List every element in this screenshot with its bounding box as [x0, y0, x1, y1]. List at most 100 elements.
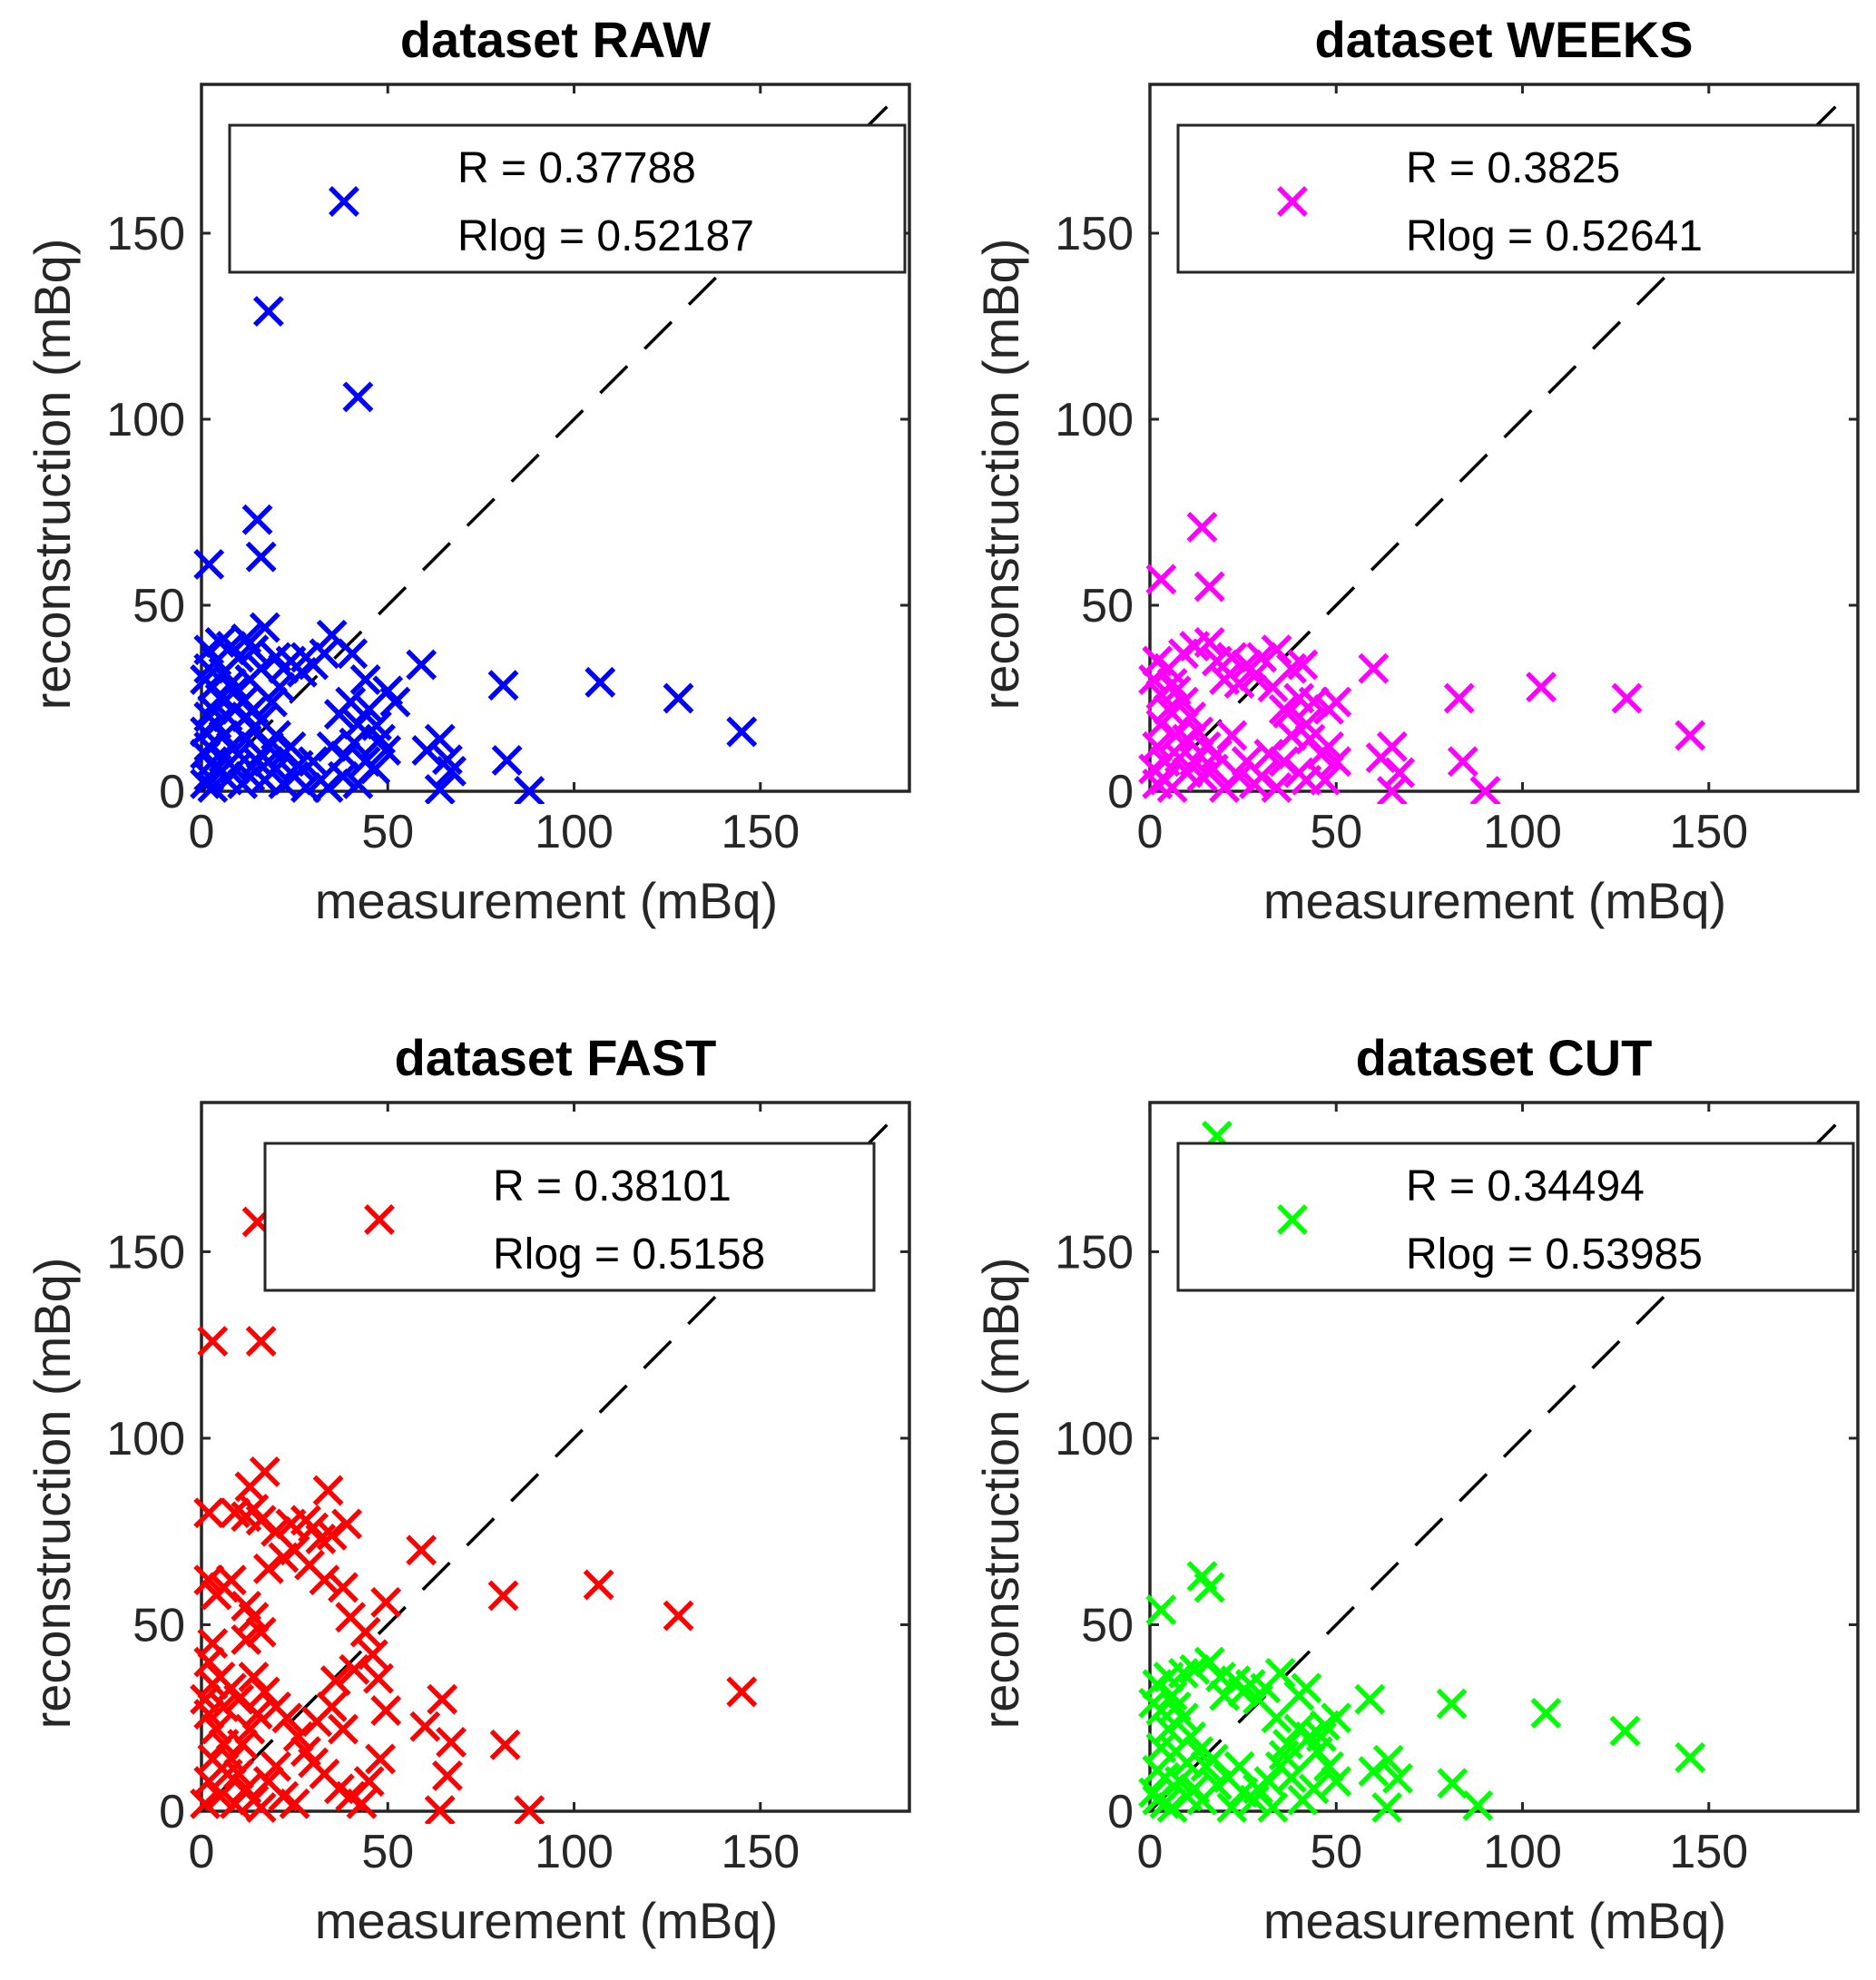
data-point [1261, 771, 1292, 803]
data-point [268, 1542, 300, 1573]
data-point [1257, 671, 1289, 703]
data-point [1257, 1791, 1289, 1823]
data-point [1142, 1784, 1174, 1816]
data-point [1365, 742, 1397, 774]
panel-fast: dataset FAST 0 50 100 150 0 50 100 150 measuremen… [24, 1029, 911, 1949]
data-point [427, 1683, 458, 1715]
data-point [365, 1743, 396, 1775]
x-tick-label: 100 [535, 1826, 614, 1878]
data-point [342, 381, 374, 413]
chart-title: dataset FAST [395, 1029, 717, 1086]
data-point [584, 666, 616, 698]
data-point [1443, 682, 1475, 714]
data-point [231, 1623, 262, 1655]
x-axis-label: measurement (mBq) [1263, 872, 1726, 929]
data-point [1372, 1744, 1404, 1776]
data-point [726, 716, 758, 748]
y-tick-label: 0 [159, 766, 185, 818]
x-axis-label: measurement (mBq) [315, 872, 778, 929]
data-point [271, 1702, 303, 1734]
data-point [245, 541, 277, 573]
data-point [346, 1788, 378, 1819]
data-point [349, 1616, 381, 1648]
x-tick-label: 100 [1483, 1826, 1562, 1878]
y-tick-label: 0 [1107, 1786, 1134, 1838]
data-point [1264, 1657, 1296, 1689]
identity-line [200, 1123, 889, 1813]
data-point [238, 1602, 270, 1633]
data-point [1261, 1702, 1292, 1734]
y-tick-label: 150 [106, 208, 185, 260]
y-tick-label: 0 [159, 1786, 185, 1838]
legend-entry: Rlog = 0.52641 [1406, 212, 1703, 260]
data-point [328, 1572, 359, 1603]
data-point [1310, 764, 1341, 796]
y-axis-label: reconstruction (mBq) [972, 239, 1029, 711]
data-point [1179, 1653, 1211, 1685]
data-point [487, 1580, 519, 1612]
data-point [1321, 686, 1352, 718]
data-point [245, 1505, 277, 1536]
data-point [201, 1713, 232, 1745]
data-point [1246, 642, 1278, 673]
data-point [1223, 668, 1255, 700]
data-point [238, 634, 270, 666]
data-point [342, 768, 374, 799]
data-point [489, 1729, 521, 1760]
y-tick-label: 100 [1055, 1413, 1134, 1465]
data-point [1216, 720, 1248, 751]
y-axis-label: reconstruction (mBq) [24, 239, 81, 711]
data-point [1193, 1646, 1225, 1678]
data-point [1268, 746, 1300, 778]
data-point [204, 1780, 236, 1812]
data-point [309, 1564, 340, 1596]
data-point [328, 760, 359, 792]
data-point [190, 716, 221, 748]
data-point [193, 652, 225, 684]
data-point [208, 742, 240, 774]
chart-title: dataset WEEKS [1315, 11, 1694, 68]
data-point [301, 1706, 333, 1738]
data-point [234, 1713, 266, 1745]
data-point [1149, 1788, 1181, 1819]
data-point [663, 682, 694, 714]
chart-title: dataset RAW [400, 11, 711, 68]
data-point [1156, 1680, 1188, 1711]
data-point [1382, 1762, 1413, 1794]
data-point [1197, 1743, 1229, 1775]
data-point [1354, 1683, 1386, 1715]
data-point [1242, 1773, 1273, 1805]
data-point [309, 638, 340, 670]
axes-box [1148, 1101, 1860, 1813]
data-point [241, 504, 273, 535]
legend-entry: Rlog = 0.53985 [1406, 1230, 1703, 1279]
data-point [190, 1683, 221, 1715]
data-point [197, 1326, 229, 1358]
data-point [1149, 1762, 1181, 1793]
data-point [252, 296, 284, 328]
x-tick-label: 50 [361, 1826, 414, 1878]
data-point [249, 1676, 280, 1708]
data-point [1276, 720, 1307, 751]
data-point [245, 1616, 277, 1648]
y-tick-label: 100 [106, 394, 185, 446]
data-point [357, 1639, 388, 1671]
identity-line [200, 105, 889, 793]
y-tick-label: 150 [1055, 1226, 1134, 1279]
x-tick-label: 150 [1669, 1826, 1748, 1878]
legend-entry: R = 0.37788 [457, 144, 696, 192]
data-point [238, 1661, 270, 1692]
data-point [1209, 771, 1241, 803]
data-point [1268, 693, 1300, 725]
y-tick-label: 0 [1107, 766, 1134, 818]
legend: R = 0.34494 Rlog = 0.53985 [1176, 1142, 1855, 1292]
data-point [663, 1600, 694, 1632]
data-point [349, 746, 381, 778]
legend-entry: R = 0.34494 [1406, 1162, 1645, 1211]
data-point [1186, 511, 1218, 543]
data-point [193, 548, 225, 580]
data-point [1526, 671, 1557, 703]
data-point [245, 1791, 277, 1823]
data-point [1216, 1791, 1248, 1823]
data-point [406, 1534, 437, 1566]
